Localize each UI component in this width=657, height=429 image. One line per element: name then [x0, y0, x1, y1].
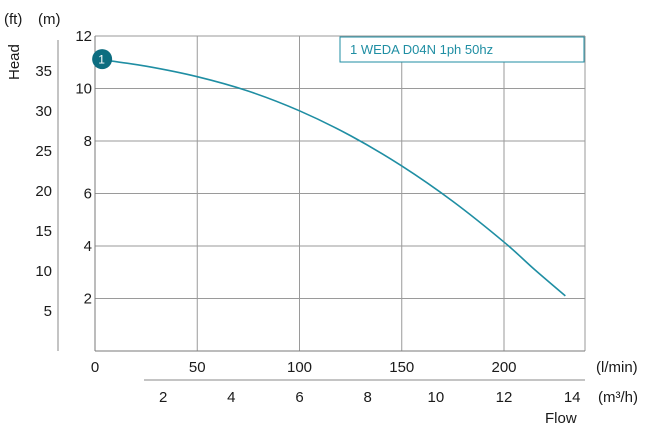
- y-tick-label-ft: 10: [35, 263, 52, 280]
- y-tick-label-ft: 25: [35, 143, 52, 160]
- x-tick-label-m3h: 8: [363, 389, 371, 406]
- series-layer: 1: [92, 49, 566, 297]
- y-tick-label-ft: 35: [35, 63, 52, 80]
- x-tick-label-m3h: 2: [159, 389, 167, 406]
- legend-box: [339, 36, 585, 63]
- y-tick-label-ft: 20: [35, 183, 52, 200]
- x-tick-label-lmin: 0: [91, 359, 99, 376]
- x-units-m3h: (m³/h): [598, 389, 638, 406]
- y-tick-label-ft: 5: [44, 303, 52, 320]
- x-tick-label-lmin: 150: [389, 359, 414, 376]
- y-axis-title: Head: [6, 44, 23, 80]
- y-tick-label-ft: 15: [35, 223, 52, 240]
- y-tick-label-m: 12: [75, 28, 92, 45]
- y-tick-label-ft: 30: [35, 103, 52, 120]
- series-marker: [92, 49, 113, 70]
- x-units-lmin: (l/min): [596, 359, 638, 376]
- axes: [57, 36, 585, 381]
- series-line: [101, 58, 566, 297]
- x-tick-label-m3h: 12: [496, 389, 513, 406]
- y-units-m: (m): [38, 11, 61, 28]
- x-tick-label-m3h: 14: [564, 389, 581, 406]
- x-tick-label-lmin: 100: [287, 359, 312, 376]
- x-tick-label-m3h: 4: [227, 389, 235, 406]
- x-tick-label-m3h: 10: [427, 389, 444, 406]
- x-axis-title: Flow: [545, 410, 577, 427]
- y-tick-label-m: 6: [84, 186, 92, 203]
- y-tick-label-m: 4: [84, 238, 92, 255]
- legend: 1 WEDA D04N 1ph 50hz: [339, 36, 585, 63]
- y-tick-label-m: 2: [84, 291, 92, 308]
- y-tick-label-m: 10: [75, 81, 92, 98]
- series-marker-label: 1: [98, 53, 105, 67]
- x-tick-label-lmin: 200: [491, 359, 516, 376]
- y-units-ft: (ft): [4, 11, 22, 28]
- x-tick-label-lmin: 50: [189, 359, 206, 376]
- tick-labels: 2 4 6 8 10 12 5 10 15 20 25 30 35 0 50 100 150 200 2 4 6 8 10 1…: [35, 28, 580, 406]
- y-tick-label-m: 8: [84, 133, 92, 150]
- grid-lines: [94, 35, 586, 351]
- x-tick-label-m3h: 6: [295, 389, 303, 406]
- legend-label: 1 WEDA D04N 1ph 50hz: [350, 42, 493, 57]
